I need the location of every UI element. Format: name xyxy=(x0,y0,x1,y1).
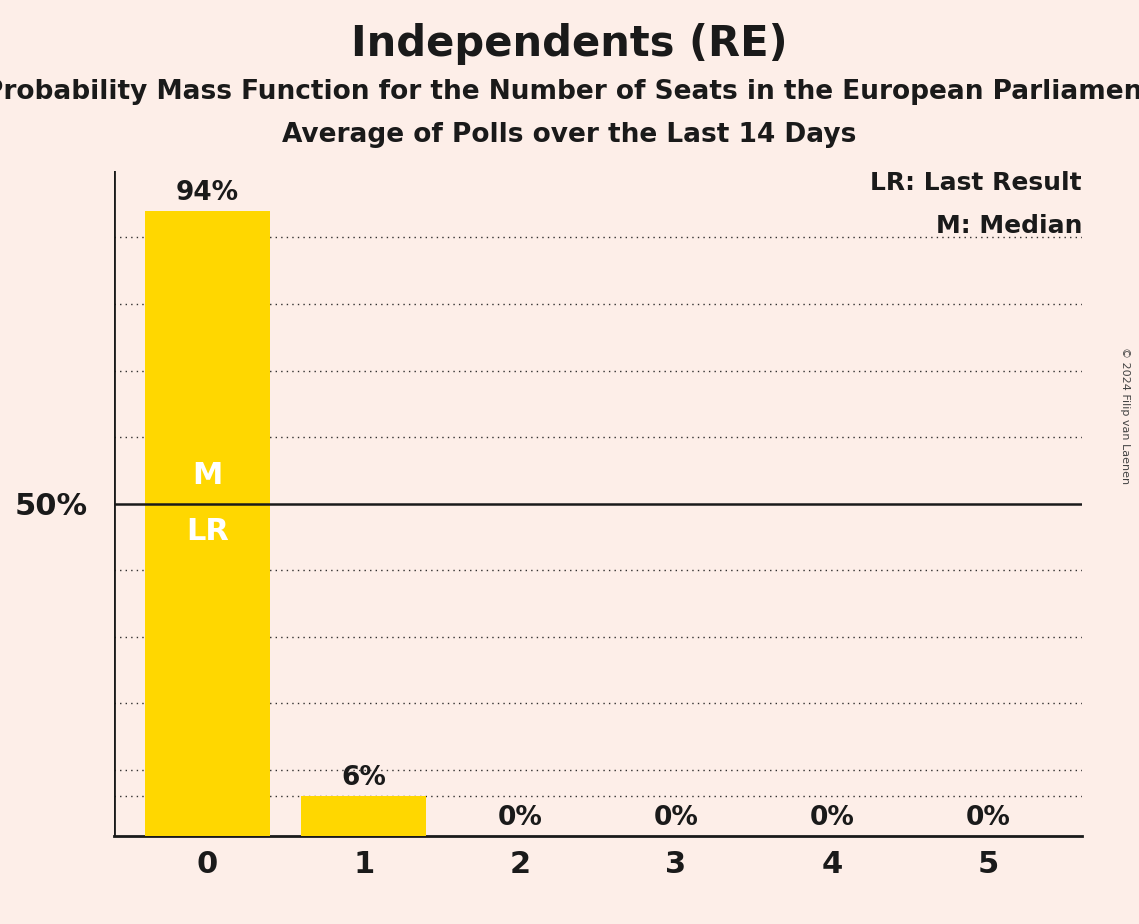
Text: Average of Polls over the Last 14 Days: Average of Polls over the Last 14 Days xyxy=(282,122,857,148)
Text: 0%: 0% xyxy=(966,805,1010,831)
Text: 0%: 0% xyxy=(498,805,542,831)
Text: 6%: 6% xyxy=(342,765,386,791)
Text: 0%: 0% xyxy=(810,805,854,831)
Text: LR: LR xyxy=(186,517,229,546)
Bar xyxy=(145,211,270,836)
Text: Probability Mass Function for the Number of Seats in the European Parliament: Probability Mass Function for the Number… xyxy=(0,79,1139,104)
Text: 94%: 94% xyxy=(177,179,239,205)
Text: 0%: 0% xyxy=(654,805,698,831)
Bar xyxy=(302,796,426,836)
Text: © 2024 Filip van Laenen: © 2024 Filip van Laenen xyxy=(1121,347,1130,484)
Text: LR: Last Result: LR: Last Result xyxy=(870,171,1082,195)
Text: Independents (RE): Independents (RE) xyxy=(351,23,788,65)
Text: M: Median: M: Median xyxy=(935,214,1082,238)
Text: M: M xyxy=(192,461,223,491)
